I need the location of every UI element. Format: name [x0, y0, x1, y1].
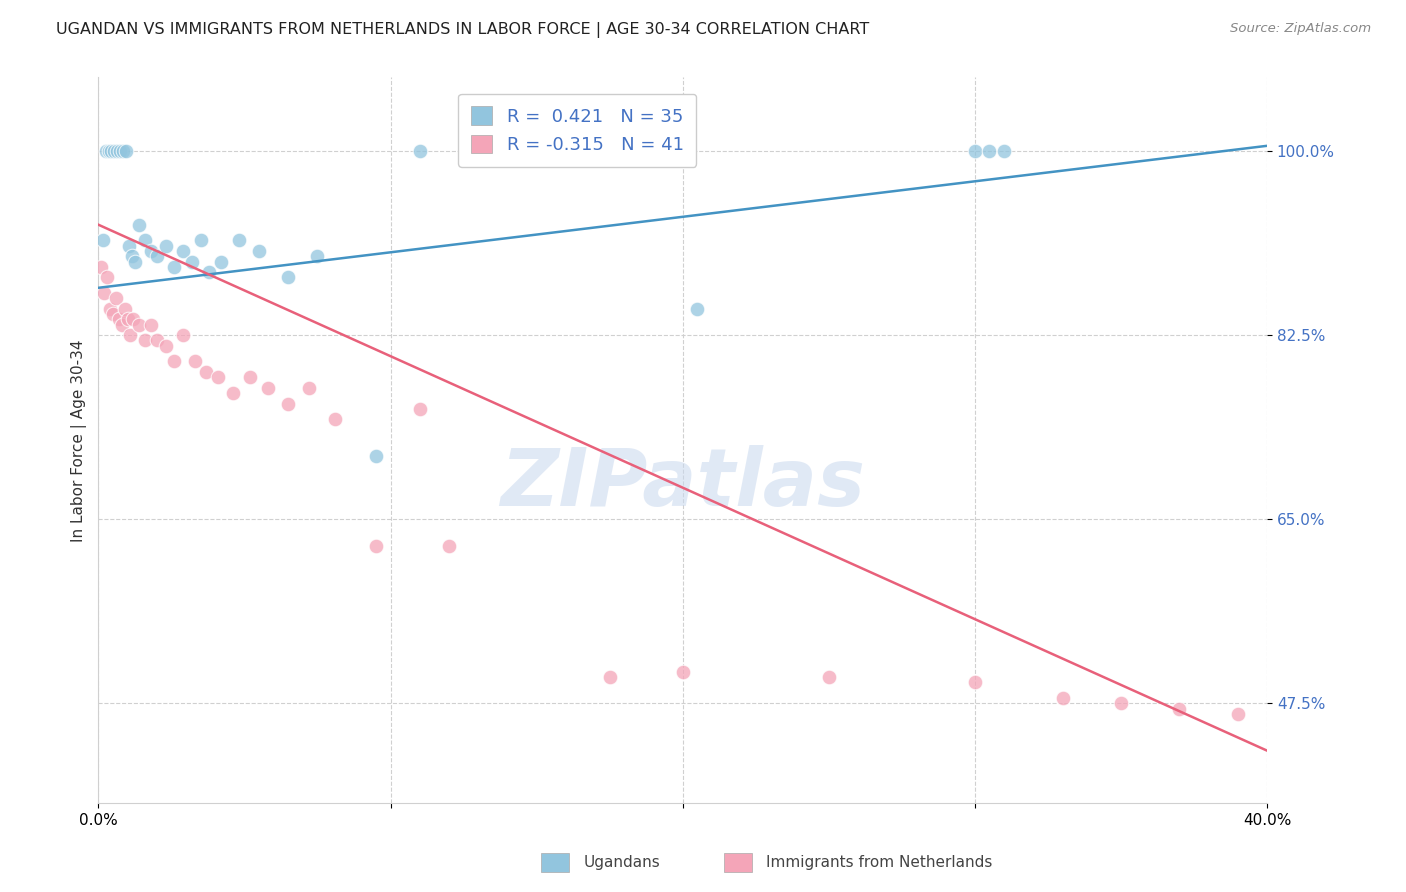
Point: [155, 238, 177, 252]
Text: UGANDAN VS IMMIGRANTS FROM NETHERLANDS IN LABOR FORCE | AGE 30-34 CORRELATION CH: UGANDAN VS IMMIGRANTS FROM NETHERLANDS I…: [56, 22, 869, 38]
Point: [124, 254, 146, 268]
Point: [323, 412, 346, 426]
Point: [256, 381, 278, 395]
Point: [190, 234, 212, 248]
Point: [207, 370, 229, 384]
Point: [686, 301, 709, 316]
Point: [979, 144, 1001, 158]
Point: [128, 218, 150, 232]
Legend: R =  0.421   N = 35, R = -0.315   N = 41: R = 0.421 N = 35, R = -0.315 N = 41: [458, 94, 696, 167]
Point: [117, 312, 139, 326]
Point: [103, 144, 125, 158]
Point: [107, 312, 129, 326]
Point: [222, 386, 245, 401]
Point: [105, 144, 128, 158]
Point: [307, 249, 329, 263]
Point: [139, 244, 162, 258]
Point: [104, 291, 127, 305]
Point: [599, 670, 621, 684]
Point: [1052, 691, 1074, 706]
Point: [163, 260, 186, 274]
Point: [277, 396, 299, 410]
Point: [672, 665, 695, 679]
Point: [101, 307, 124, 321]
Point: [155, 339, 177, 353]
Point: [172, 244, 194, 258]
Point: [198, 265, 221, 279]
Point: [993, 144, 1015, 158]
Point: [96, 270, 118, 285]
Point: [437, 539, 460, 553]
Point: [184, 354, 207, 368]
Point: [97, 144, 120, 158]
Point: [963, 675, 986, 690]
Point: [121, 249, 143, 263]
Point: [247, 244, 270, 258]
Point: [817, 670, 839, 684]
Point: [409, 144, 432, 158]
Point: [115, 144, 138, 158]
Point: [90, 260, 112, 274]
Point: [128, 318, 150, 332]
Y-axis label: In Labor Force | Age 30-34: In Labor Force | Age 30-34: [72, 339, 87, 541]
Point: [98, 301, 121, 316]
Point: [195, 365, 218, 379]
Point: [409, 401, 432, 416]
Point: [209, 254, 232, 268]
Point: [91, 234, 114, 248]
Point: [163, 354, 186, 368]
Point: [111, 318, 134, 332]
Point: [963, 144, 986, 158]
Point: [146, 249, 169, 263]
Point: [510, 144, 533, 158]
Point: [94, 144, 117, 158]
Point: [120, 328, 142, 343]
Point: [228, 234, 250, 248]
Text: Ugandans: Ugandans: [583, 855, 661, 870]
Point: [599, 144, 621, 158]
Point: [277, 270, 299, 285]
Point: [93, 286, 115, 301]
Point: [134, 334, 156, 348]
Point: [134, 234, 156, 248]
Point: [122, 312, 145, 326]
Point: [118, 238, 141, 252]
Point: [112, 144, 135, 158]
Text: Immigrants from Netherlands: Immigrants from Netherlands: [766, 855, 993, 870]
Point: [110, 144, 132, 158]
Text: Source: ZipAtlas.com: Source: ZipAtlas.com: [1230, 22, 1371, 36]
Point: [239, 370, 262, 384]
Point: [1109, 696, 1132, 710]
Point: [100, 144, 122, 158]
Point: [146, 334, 169, 348]
Point: [180, 254, 202, 268]
Point: [172, 328, 194, 343]
Point: [364, 449, 387, 463]
Text: ZIPatlas: ZIPatlas: [501, 445, 865, 523]
Point: [139, 318, 162, 332]
Point: [298, 381, 321, 395]
Point: [1226, 706, 1249, 721]
Point: [114, 301, 136, 316]
Point: [364, 539, 387, 553]
Point: [1168, 701, 1191, 715]
